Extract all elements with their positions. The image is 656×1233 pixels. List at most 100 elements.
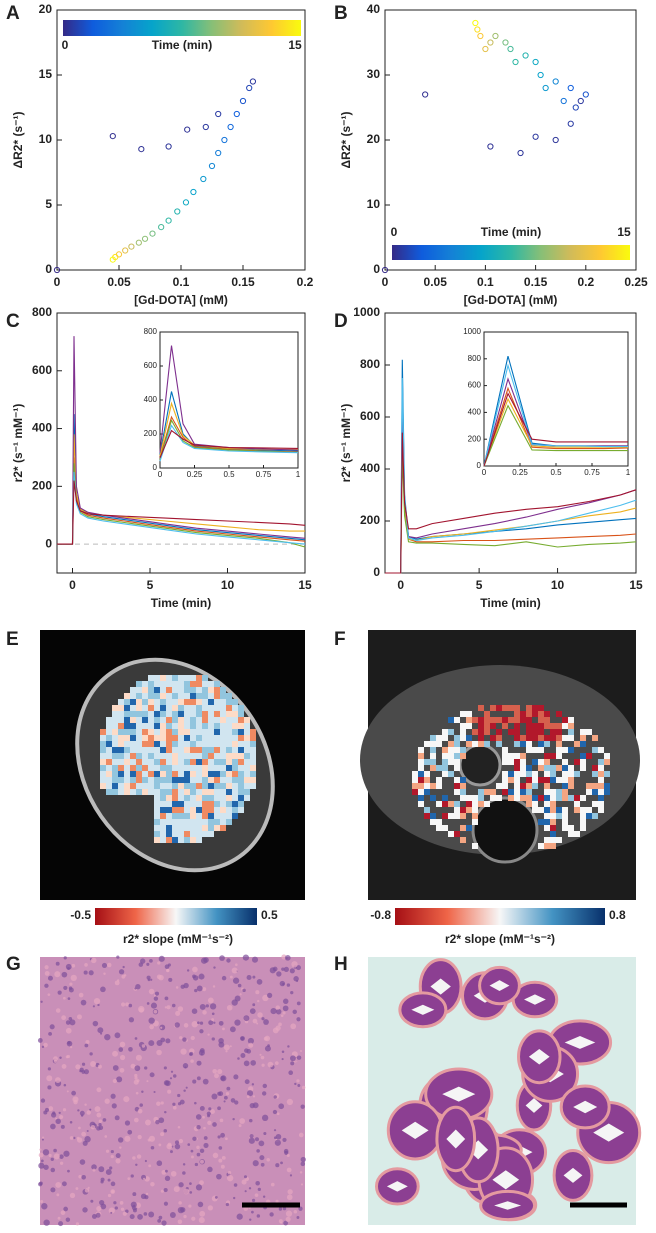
overlay-pixel xyxy=(124,723,130,729)
overlay-pixel xyxy=(190,705,196,711)
overlay-pixel xyxy=(166,717,172,723)
overlay-pixel xyxy=(538,723,544,729)
y-tick-label: 1000 xyxy=(463,327,481,336)
overlay-pixel xyxy=(484,801,490,807)
overlay-pixel xyxy=(592,801,598,807)
cell xyxy=(55,961,60,966)
cell xyxy=(198,973,205,980)
cell xyxy=(207,997,214,1004)
overlay-pixel xyxy=(184,777,190,783)
cell xyxy=(53,1153,60,1160)
overlay-pixel xyxy=(592,771,598,777)
overlay-pixel xyxy=(226,801,232,807)
cell xyxy=(91,1164,97,1170)
overlay-pixel xyxy=(124,693,130,699)
overlay-pixel xyxy=(526,717,532,723)
cell xyxy=(212,1122,217,1127)
plot-area xyxy=(159,331,299,469)
cell xyxy=(276,971,282,977)
overlay-pixel xyxy=(484,711,490,717)
cell xyxy=(169,1077,173,1080)
colorbar-tick-label: 0 xyxy=(62,38,69,52)
overlay-pixel xyxy=(208,831,214,837)
cell xyxy=(219,1118,224,1123)
cell xyxy=(155,1119,160,1125)
x-tick-label: 0 xyxy=(54,275,61,289)
cell xyxy=(138,1005,145,1013)
overlay-pixel xyxy=(160,819,166,825)
scatter-point xyxy=(522,52,529,59)
overlay-pixel xyxy=(202,687,208,693)
overlay-pixel xyxy=(190,687,196,693)
cell xyxy=(252,975,256,979)
cell xyxy=(246,1095,250,1099)
y-tick-label: 1000 xyxy=(353,305,380,319)
overlay-pixel xyxy=(550,819,556,825)
overlay-pixel xyxy=(604,759,610,765)
cell xyxy=(207,1166,213,1173)
overlay-pixel xyxy=(184,747,190,753)
y-tick-label: 0 xyxy=(45,262,52,276)
cell xyxy=(186,969,190,972)
overlay-pixel xyxy=(454,777,460,783)
overlay-pixel xyxy=(214,747,220,753)
overlay-pixel xyxy=(574,795,580,801)
overlay-pixel xyxy=(250,783,256,789)
overlay-pixel xyxy=(112,741,118,747)
overlay-pixel xyxy=(562,783,568,789)
overlay-pixel xyxy=(118,753,124,759)
cell xyxy=(167,963,171,967)
overlay-pixel xyxy=(496,705,502,711)
overlay-pixel xyxy=(226,717,232,723)
cell xyxy=(282,998,289,1005)
cell xyxy=(164,1006,167,1009)
cell xyxy=(274,1061,279,1065)
cell xyxy=(285,1216,291,1222)
overlay-pixel xyxy=(148,789,154,795)
cell xyxy=(191,1008,198,1014)
overlay-pixel xyxy=(130,705,136,711)
cell xyxy=(150,1002,158,1009)
overlay-pixel xyxy=(466,801,472,807)
scatter-point xyxy=(507,45,514,53)
overlay-pixel xyxy=(172,831,178,837)
cell xyxy=(263,1036,268,1041)
overlay-pixel xyxy=(154,729,160,735)
series-line xyxy=(483,392,628,467)
overlay-pixel xyxy=(232,783,238,789)
overlay-pixel xyxy=(442,771,448,777)
overlay-pixel xyxy=(202,777,208,783)
overlay-pixel xyxy=(430,819,436,825)
overlay-pixel xyxy=(178,795,184,801)
overlay-pixel xyxy=(154,789,160,795)
overlay-pixel xyxy=(178,735,184,741)
overlay-pixel xyxy=(454,789,460,795)
scatter-point xyxy=(537,71,544,79)
overlay-pixel xyxy=(166,825,172,831)
overlay-pixel xyxy=(514,735,520,741)
overlay-pixel xyxy=(562,759,568,765)
overlay-pixel xyxy=(130,771,136,777)
overlay-pixel xyxy=(424,813,430,819)
cell xyxy=(80,1114,84,1117)
cell xyxy=(192,1136,197,1141)
overlay-pixel xyxy=(142,777,148,783)
overlay-pixel xyxy=(238,717,244,723)
overlay-pixel xyxy=(238,759,244,765)
overlay-pixel xyxy=(508,795,514,801)
overlay-pixel xyxy=(238,789,244,795)
overlay-pixel xyxy=(238,741,244,747)
cell xyxy=(40,1159,44,1163)
overlay-pixel xyxy=(226,765,232,771)
overlay-pixel xyxy=(214,765,220,771)
x-tick-label: 0.25 xyxy=(187,470,203,479)
scatter-point xyxy=(190,188,197,196)
cell xyxy=(233,1074,239,1080)
x-tick-label: 0.05 xyxy=(107,275,131,289)
cell xyxy=(73,1099,78,1105)
cell xyxy=(124,1135,131,1142)
panel-letter: E xyxy=(6,629,19,650)
overlay-pixel xyxy=(502,723,508,729)
overlay-pixel xyxy=(442,765,448,771)
overlay-pixel xyxy=(118,783,124,789)
